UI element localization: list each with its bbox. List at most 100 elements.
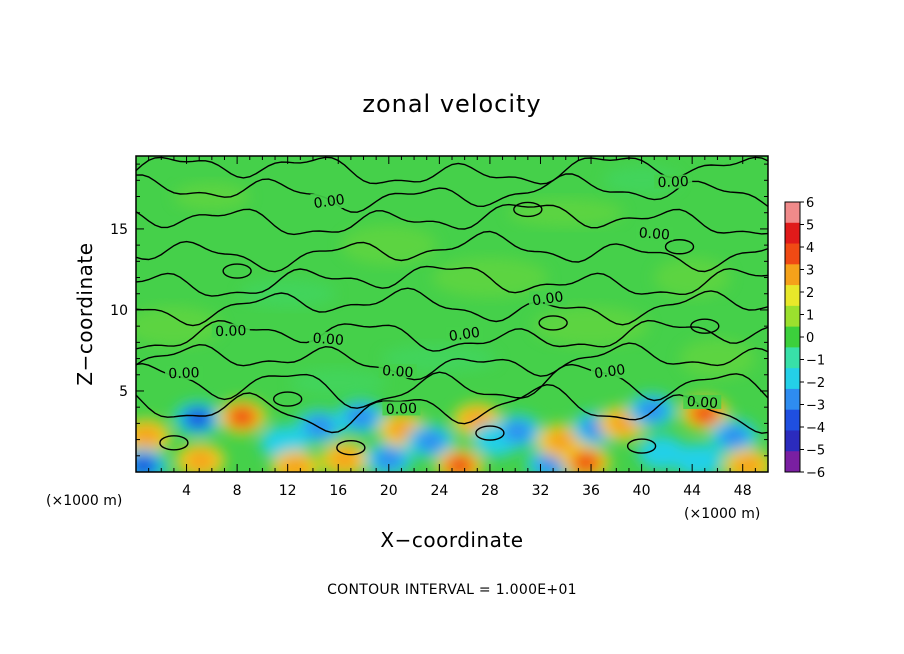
field-cell [718, 425, 749, 448]
contour-line [136, 156, 768, 185]
x-tick-label: 32 [532, 483, 550, 499]
y-tick-label: 10 [110, 303, 128, 319]
field-texture-patch [654, 257, 731, 298]
contour-loop [690, 318, 720, 334]
field-cell [502, 420, 533, 443]
field-cell [329, 448, 360, 471]
colorbar-label: 1 [806, 309, 814, 324]
contour-label: 0.00 [215, 323, 247, 340]
colorbar-segment [785, 368, 800, 390]
colorbar-segment [785, 388, 800, 411]
x-tick-label: 12 [279, 483, 297, 499]
contour-line [136, 342, 768, 381]
contour-label-bg [529, 291, 568, 306]
field-cell [607, 412, 638, 435]
y-axis-label: Z−coordinate [73, 242, 97, 385]
contour-label-bg [165, 365, 204, 380]
x-tick-label: 4 [182, 483, 191, 499]
field-cell [136, 425, 162, 448]
colorbar-label: 3 [806, 264, 814, 279]
y-tick-label: 15 [110, 222, 128, 238]
colorbar-segment [785, 264, 800, 286]
contour-line [136, 287, 768, 327]
field-cell [185, 449, 216, 472]
field-cell [373, 448, 404, 471]
colorbar-segment [785, 326, 800, 348]
colorbar-label: −5 [806, 444, 825, 459]
x-tick-label: 44 [683, 483, 701, 499]
x-tick-label: 20 [380, 483, 398, 499]
y-axis-ticks: 5 10 15 [110, 163, 768, 457]
field-cell [646, 441, 677, 464]
field-texture-patch [533, 306, 650, 347]
contour-label-bg [654, 174, 693, 189]
contour-line [136, 265, 768, 297]
field-cell [182, 407, 213, 430]
field-texture-patch [507, 198, 624, 227]
x-tick-label: 16 [329, 483, 347, 499]
contour-loop [664, 239, 695, 255]
contour-label-bg [310, 193, 349, 208]
contour-label: 0.00 [593, 362, 626, 382]
contour-label-bg [591, 364, 629, 379]
colorbar-label: 4 [806, 241, 814, 256]
contour-loop [513, 201, 543, 218]
field-cell [683, 449, 714, 472]
contour-label: 0.00 [313, 192, 346, 212]
contour-line [136, 383, 768, 434]
field-texture-patch [340, 225, 437, 266]
contour-label: 0.00 [382, 363, 414, 381]
y-tick-label: 5 [119, 384, 128, 400]
field-texture-patch [136, 306, 222, 347]
colorbar-segment [785, 243, 800, 265]
colorbar-label: −1 [806, 354, 825, 369]
contour-loop [272, 391, 303, 407]
x-axis-ticks: 4 8 12 16 20 24 28 32 36 40 44 48 [148, 156, 756, 499]
colorbar-label: −4 [806, 421, 825, 436]
colorbar-label: 2 [806, 286, 814, 301]
contour-labels: 0.00 0.00 0.00 0.00 0.00 0.00 0.00 0.00 0.00 0.00… [165, 174, 722, 418]
contour-label: 0.00 [531, 289, 564, 309]
field-cell [136, 454, 159, 472]
x-tick-label: 24 [430, 483, 448, 499]
contour-loop [538, 315, 568, 331]
colorbar-segment [785, 347, 800, 369]
contour-label: 0.00 [686, 394, 718, 412]
contour-line [136, 230, 768, 273]
field-cell [268, 431, 299, 454]
contour-label-bg [635, 226, 674, 241]
field-cell [570, 451, 601, 472]
x-tick-label: 48 [734, 483, 752, 499]
field-cell [304, 415, 335, 438]
colorbar-label: 0 [806, 331, 814, 346]
contour-label: 0.00 [386, 401, 418, 418]
contour-label-bg [378, 364, 417, 379]
colorbar-segment [785, 451, 800, 473]
contour-loop [626, 438, 657, 454]
field-cell [345, 405, 376, 428]
contour-label: 0.00 [638, 225, 670, 243]
contour-line [136, 203, 768, 236]
colorbar-label: 6 [806, 196, 814, 211]
colorbar-label: −2 [806, 376, 825, 391]
colorbar-label: −3 [806, 399, 825, 414]
colorbar-label: 5 [806, 219, 814, 234]
contour-label-bg [211, 323, 250, 338]
colorbar-label: −6 [806, 466, 825, 481]
contour-loop [159, 435, 189, 451]
contour-line [136, 173, 768, 213]
contour-label: 0.00 [168, 365, 200, 382]
field-cell [280, 456, 311, 472]
field-cell [545, 430, 576, 453]
contour-label-bg [309, 331, 348, 346]
x-tick-label: 8 [233, 483, 242, 499]
field-cell [415, 430, 446, 453]
x-tick-label: 36 [582, 483, 600, 499]
contour-label: 0.00 [657, 174, 689, 191]
contour-label: 0.00 [312, 331, 344, 349]
colorbar: 6 5 4 3 2 1 0 −1 −2 −3 −4 −5 −6 [784, 196, 825, 481]
contour-loop [475, 425, 505, 441]
contour-label-bg [445, 326, 484, 341]
x-tick-label: 40 [633, 483, 651, 499]
field-cell [227, 405, 258, 428]
